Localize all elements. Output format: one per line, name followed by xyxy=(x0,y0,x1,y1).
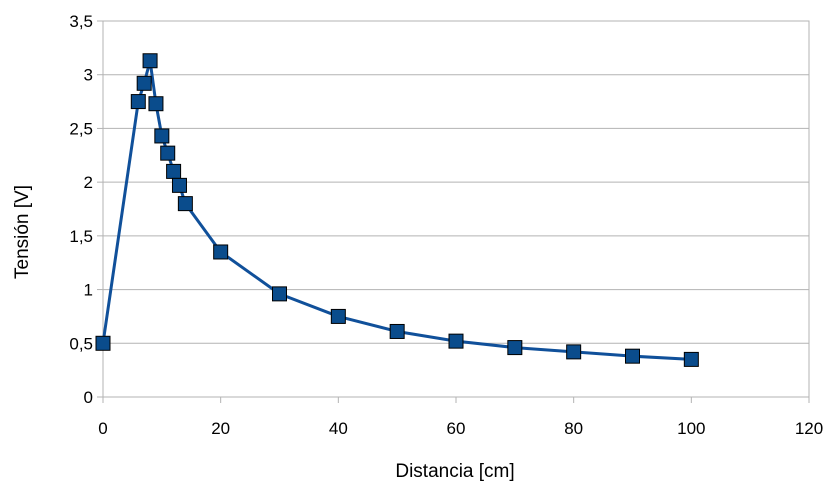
data-point xyxy=(389,323,405,339)
x-tick-label: 120 xyxy=(795,419,823,438)
y-tick-label: 0 xyxy=(84,388,93,407)
x-tick-label: 60 xyxy=(447,419,466,438)
data-point xyxy=(160,145,176,161)
data-point xyxy=(683,351,699,367)
data-point xyxy=(136,75,152,91)
x-tick-label: 100 xyxy=(677,419,705,438)
y-tick-label: 1 xyxy=(84,281,93,300)
y-axis-tick-labels: 0 0,5 1 1,5 2 2,5 3 3,5 xyxy=(69,12,93,407)
data-point xyxy=(130,94,146,110)
x-tick-label: 40 xyxy=(329,419,348,438)
x-axis-title: Distancia [cm] xyxy=(395,461,514,482)
data-point xyxy=(142,53,158,69)
x-axis-tick-labels: 0 20 40 60 80 100 120 xyxy=(98,419,823,438)
data-point xyxy=(148,96,164,112)
plot-area xyxy=(102,20,810,398)
data-point xyxy=(177,196,193,212)
data-point xyxy=(330,308,346,324)
y-tick-label: 2,5 xyxy=(69,119,93,138)
data-point xyxy=(272,286,287,302)
y-tick-label: 3,5 xyxy=(69,12,93,31)
data-point xyxy=(448,333,464,349)
x-tick-label: 20 xyxy=(211,419,230,438)
y-axis-title: Tensión [V] xyxy=(12,185,33,279)
data-point-markers xyxy=(95,53,699,367)
data-point xyxy=(507,340,523,356)
y-tick-label: 3 xyxy=(84,66,93,85)
data-point xyxy=(566,344,582,360)
data-point xyxy=(166,163,182,179)
data-point xyxy=(213,244,229,260)
x-tick-label: 80 xyxy=(564,419,583,438)
data-point xyxy=(171,177,187,193)
y-tick-label: 2 xyxy=(84,173,93,192)
data-point xyxy=(154,128,170,144)
y-tick-label: 1,5 xyxy=(69,227,93,246)
x-tick-label: 0 xyxy=(98,419,107,438)
data-point xyxy=(625,348,640,364)
y-tick-label: 0,5 xyxy=(69,334,93,353)
data-point xyxy=(95,335,111,351)
